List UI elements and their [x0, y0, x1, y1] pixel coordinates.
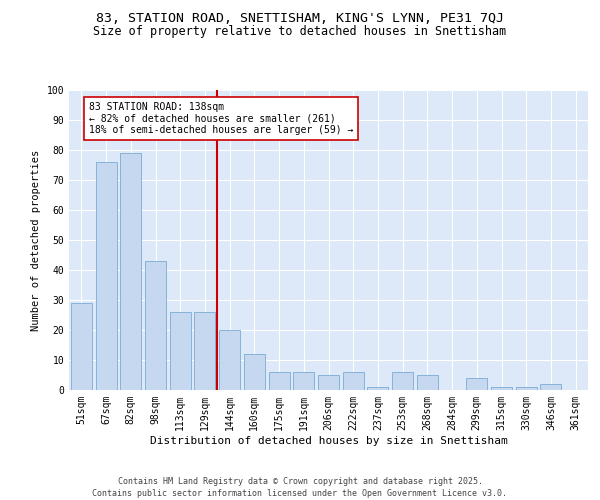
Text: Contains public sector information licensed under the Open Government Licence v3: Contains public sector information licen…: [92, 489, 508, 498]
Y-axis label: Number of detached properties: Number of detached properties: [31, 150, 41, 330]
Bar: [466, 378, 487, 390]
Bar: [541, 384, 562, 390]
Bar: [417, 375, 438, 390]
Bar: [219, 330, 240, 390]
Bar: [491, 387, 512, 390]
Bar: [269, 372, 290, 390]
Bar: [95, 162, 116, 390]
Text: Contains HM Land Registry data © Crown copyright and database right 2025.: Contains HM Land Registry data © Crown c…: [118, 478, 482, 486]
Bar: [516, 387, 537, 390]
Bar: [145, 261, 166, 390]
Bar: [194, 312, 215, 390]
Text: 83 STATION ROAD: 138sqm
← 82% of detached houses are smaller (261)
18% of semi-d: 83 STATION ROAD: 138sqm ← 82% of detache…: [89, 102, 353, 135]
Bar: [367, 387, 388, 390]
Bar: [318, 375, 339, 390]
Bar: [120, 153, 141, 390]
Bar: [71, 303, 92, 390]
Text: 83, STATION ROAD, SNETTISHAM, KING'S LYNN, PE31 7QJ: 83, STATION ROAD, SNETTISHAM, KING'S LYN…: [96, 12, 504, 26]
Text: Size of property relative to detached houses in Snettisham: Size of property relative to detached ho…: [94, 25, 506, 38]
Bar: [293, 372, 314, 390]
Bar: [170, 312, 191, 390]
Bar: [343, 372, 364, 390]
Bar: [244, 354, 265, 390]
X-axis label: Distribution of detached houses by size in Snettisham: Distribution of detached houses by size …: [149, 436, 508, 446]
Bar: [392, 372, 413, 390]
